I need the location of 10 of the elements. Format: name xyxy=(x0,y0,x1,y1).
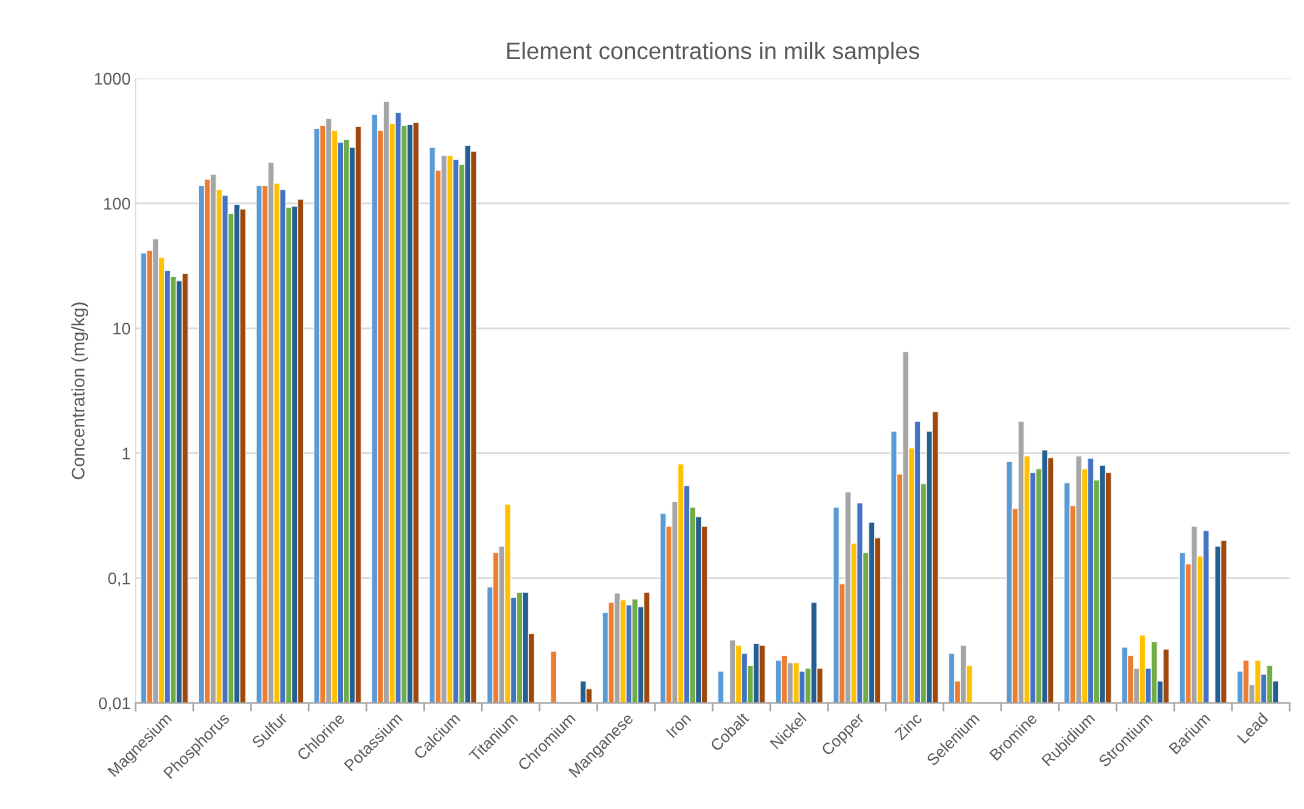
x-tick-label: Iron xyxy=(665,712,692,739)
y-tick-label: 0,01 xyxy=(98,697,130,712)
chart-title: Element concentrations in milk samples xyxy=(507,41,920,64)
y-tick-label: 1 xyxy=(122,447,130,460)
y-tick-label: 100 xyxy=(104,197,131,210)
y-axis-title: Concentration (mg/kg) xyxy=(71,302,89,480)
y-tick-label: 10 xyxy=(113,322,131,335)
y-tick-label: 1000 xyxy=(94,72,131,85)
y-tick-label: 0,1 xyxy=(108,572,130,587)
x-tick-label: Zinc xyxy=(893,711,923,741)
